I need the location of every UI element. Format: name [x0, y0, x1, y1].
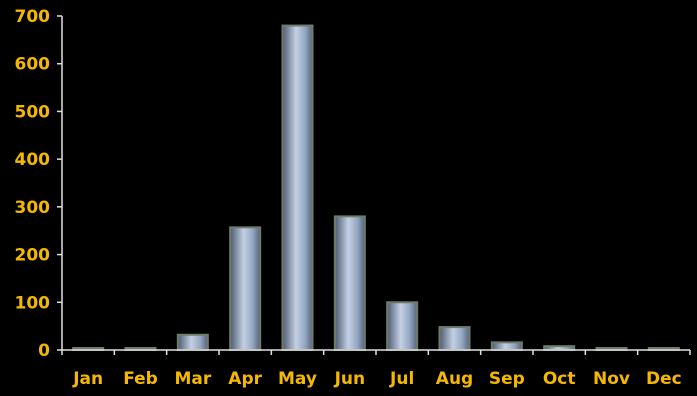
y-tick-label: 700 [15, 7, 51, 27]
y-tick-label: 300 [15, 198, 51, 218]
bar-may [281, 24, 314, 352]
bar-sep [490, 341, 523, 352]
x-tick-label: Nov [593, 369, 630, 389]
y-tick-label: 400 [15, 150, 51, 170]
bar-mar [176, 333, 209, 351]
bar-aug [438, 326, 471, 351]
x-tick-label: Apr [228, 369, 262, 389]
x-tick-label: Sep [489, 369, 525, 389]
x-tick-label: Dec [646, 369, 682, 389]
bar-series [72, 24, 680, 352]
x-tick-label: Oct [543, 369, 576, 389]
y-axis-tick-labels: 0 100 200 300 400 500 600 700 [15, 7, 51, 361]
y-axis-ticks [57, 15, 62, 351]
y-tick-label: 0 [38, 341, 50, 361]
bar-jun [333, 215, 366, 351]
x-tick-label: Jun [334, 369, 366, 389]
y-tick-label: 100 [15, 293, 51, 313]
bar-jul [386, 301, 419, 351]
x-axis-ticks [61, 350, 691, 355]
x-tick-label: Jul [389, 369, 414, 389]
x-tick-label: Aug [436, 369, 473, 389]
x-axis-tick-labels: Jan Feb Mar Apr May Jun Jul Aug Sep Oct Nov Dec [72, 369, 681, 389]
x-tick-label: Mar [174, 369, 211, 389]
y-tick-label: 200 [15, 246, 51, 266]
bar-apr [229, 226, 262, 351]
x-tick-label: Feb [123, 369, 158, 389]
x-tick-label: May [278, 369, 317, 389]
y-tick-label: 600 [15, 55, 51, 75]
x-tick-label: Jan [72, 369, 103, 389]
y-tick-label: 500 [15, 102, 51, 122]
